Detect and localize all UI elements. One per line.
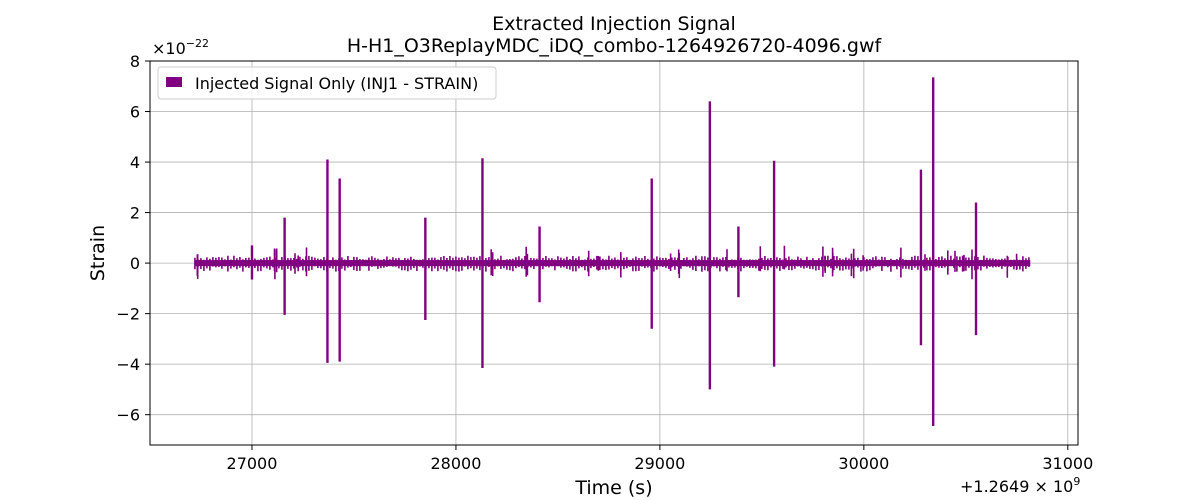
axis-ticks: 27000 28000 29000 30000 31000 −6 −4 −2 0 2 4 6 8	[116, 52, 1093, 473]
x-axis-label: Time (s)	[574, 477, 652, 499]
x-tick-label: 28000	[430, 454, 481, 473]
y-tick-label: 8	[130, 52, 140, 71]
chart-title: Extracted Injection Signal	[492, 13, 736, 35]
x-tick-label: 27000	[227, 454, 278, 473]
y-tick-label: −2	[116, 305, 140, 324]
legend-label: Injected Signal Only (INJ1 - STRAIN)	[195, 74, 478, 93]
y-tick-label: −6	[116, 406, 140, 425]
legend-box	[157, 66, 497, 100]
y-tick-label: 0	[130, 254, 140, 273]
plot-area	[194, 77, 1031, 427]
legend-swatch	[166, 77, 182, 87]
grid	[150, 60, 1078, 445]
chart-subtitle: H-H1_O3ReplayMDC_iDQ_combo-1264926720-40…	[347, 35, 883, 57]
legend: Injected Signal Only (INJ1 - STRAIN)	[157, 66, 497, 100]
x-offset-label: +1.2649 × 109	[960, 475, 1080, 496]
y-scale-label: ×10−22	[152, 37, 209, 58]
x-tick-label: 29000	[634, 454, 685, 473]
x-tick-label: 30000	[838, 454, 889, 473]
x-tick-label: 31000	[1042, 454, 1093, 473]
y-tick-label: −4	[116, 355, 140, 374]
y-axis-label: Strain	[87, 225, 109, 281]
y-tick-label: 6	[130, 103, 140, 122]
y-tick-label: 2	[130, 204, 140, 223]
y-tick-label: 4	[130, 153, 140, 172]
plot-frame	[149, 60, 1079, 446]
